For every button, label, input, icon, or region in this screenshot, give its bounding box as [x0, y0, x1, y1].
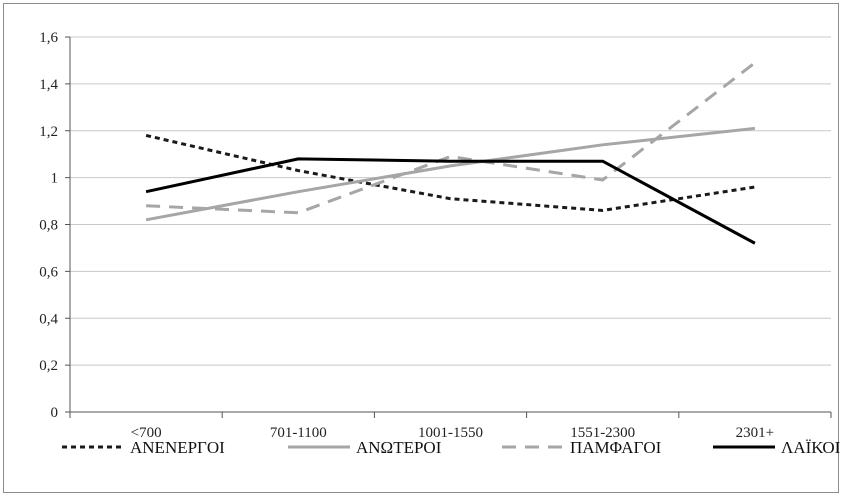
y-tick-label: 0,2 — [39, 358, 58, 374]
y-tick-label: 0,6 — [39, 264, 58, 280]
y-tick-label: 1,2 — [39, 124, 58, 140]
y-tick-label: 0 — [51, 405, 59, 421]
y-tick-label: 1 — [51, 171, 59, 187]
x-tick-label: 2301+ — [736, 425, 774, 441]
legend-label: ΛΑΪΚΟΙ — [781, 438, 841, 457]
y-tick-label: 0,8 — [39, 218, 58, 234]
legend-label: ΑΝΩΤΕΡΟΙ — [356, 438, 442, 457]
series-line-ΛΑΪΚΟΙ — [145, 157, 756, 245]
series-line-ΑΝΕΝΕΡΓΟΙ — [145, 133, 756, 212]
x-tick-label: 1551-2300 — [570, 425, 635, 441]
y-tick-label: 1,4 — [39, 77, 58, 93]
series-line-ΑΝΩΤΕΡΟΙ — [145, 126, 756, 222]
gridlines — [70, 36, 831, 366]
x-tick-label: <700 — [131, 425, 162, 441]
legend: ΑΝΕΝΕΡΓΟΙ ΑΝΩΤΕΡΟΙ ΠΑΜΦΑΓΟΙ ΛΑΪΚΟΙ — [62, 438, 841, 457]
legend-label: ΑΝΕΝΕΡΓΟΙ — [130, 438, 225, 457]
legend-label: ΠΑΜΦΑΓΟΙ — [570, 438, 662, 457]
y-tick-label: 0,4 — [39, 311, 58, 327]
series-lines — [145, 61, 756, 245]
y-tick-label: 1,6 — [39, 30, 58, 46]
series-line-ΠΑΜΦΑΓΟΙ — [146, 61, 756, 215]
x-tick-label: 701-1100 — [270, 425, 327, 441]
x-tick-label: 1001-1550 — [418, 425, 483, 441]
axes: 0 0,2 0,4 0,6 0,8 1 1,2 1,4 1,6 <700 701-1100 1001-… — [39, 30, 832, 441]
chart-frame — [3, 3, 839, 493]
